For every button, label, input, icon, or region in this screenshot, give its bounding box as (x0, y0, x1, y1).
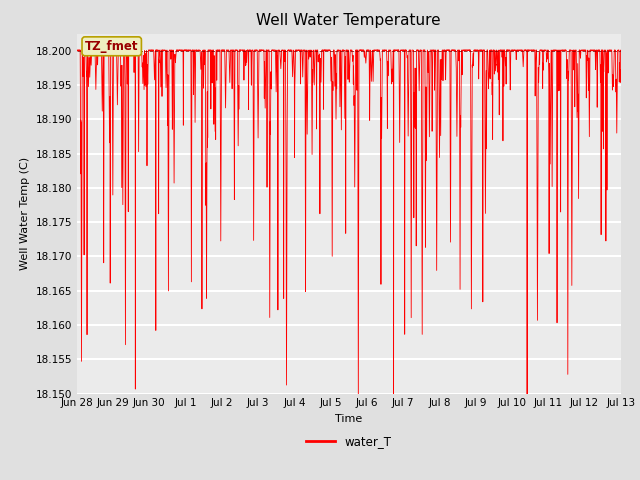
Y-axis label: Well Water Temp (C): Well Water Temp (C) (20, 157, 30, 270)
Legend: water_T: water_T (301, 430, 397, 453)
Text: TZ_fmet: TZ_fmet (85, 40, 138, 53)
Title: Well Water Temperature: Well Water Temperature (257, 13, 441, 28)
X-axis label: Time: Time (335, 414, 362, 424)
